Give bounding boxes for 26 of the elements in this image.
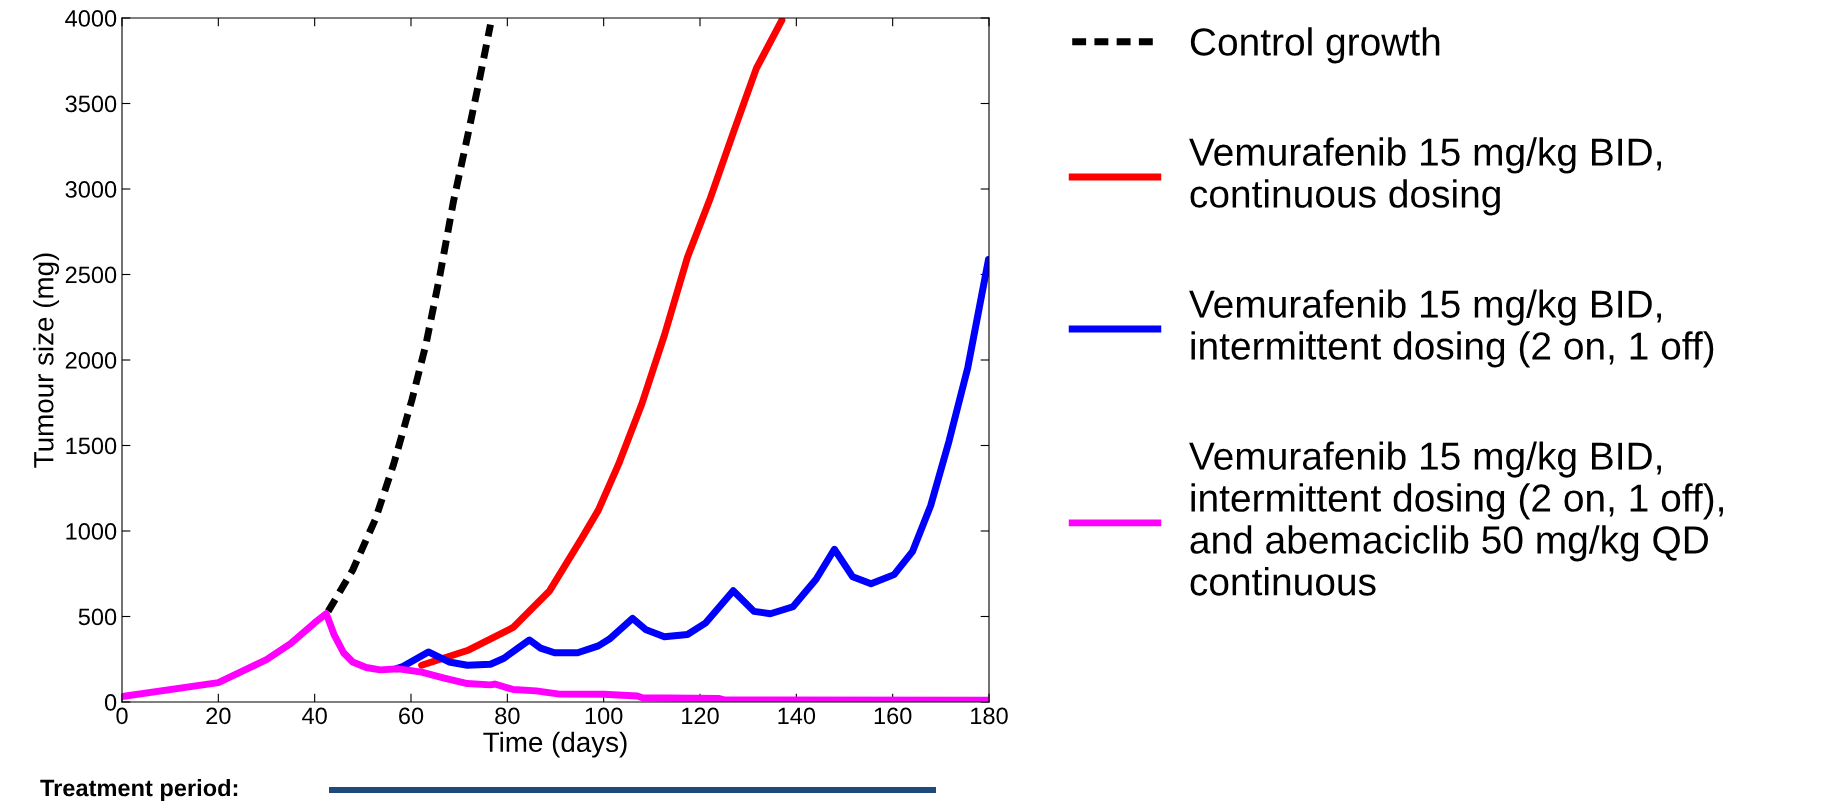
y-tick-label: 1000 [66,523,117,540]
y-tick-label: 3500 [65,95,117,113]
x-tick-label: 120 [682,707,719,725]
x-tick-label: 40 [302,707,327,725]
x-tick-label: 60 [399,707,424,725]
y-tick-label: 1500 [66,437,117,455]
x-axis-title: Time (days) [483,731,627,758]
legend-label: Vemurafenib 15 mg/kg BID, continuous dosing [1189,137,1661,216]
legend-label: Vemurafenib 15 mg/kg BID, intermittent dosing (2 on, 1 off), and abemaciclib 50 mg/kg QD continuous [1189,441,1723,596]
text: Treatment period: [40,778,238,802]
x-tick-label: 140 [778,707,816,725]
x-tick-label: 100 [585,707,623,725]
legend-label: Control growth [1190,27,1440,64]
y-tick-label: 4000 [65,10,117,27]
y-tick-label: 3000 [65,181,117,198]
x-tick-label: 20 [206,707,231,725]
x-tick-label: 80 [495,707,520,725]
y-tick-label: 500 [78,608,117,626]
y-tick-label: 0 [104,694,117,711]
y-axis-title: Tumour size (mg) [33,253,60,468]
x-tick-label: 160 [874,707,912,725]
x-tick-label: 180 [971,707,1008,725]
legend-label: Vemurafenib 15 mg/kg BID, intermittent dosing (2 on, 1 off) [1189,289,1714,368]
y-tick-label: 2500 [65,266,117,284]
x-tick-label: 0 [116,707,128,725]
y-tick-label: 2000 [65,352,117,369]
